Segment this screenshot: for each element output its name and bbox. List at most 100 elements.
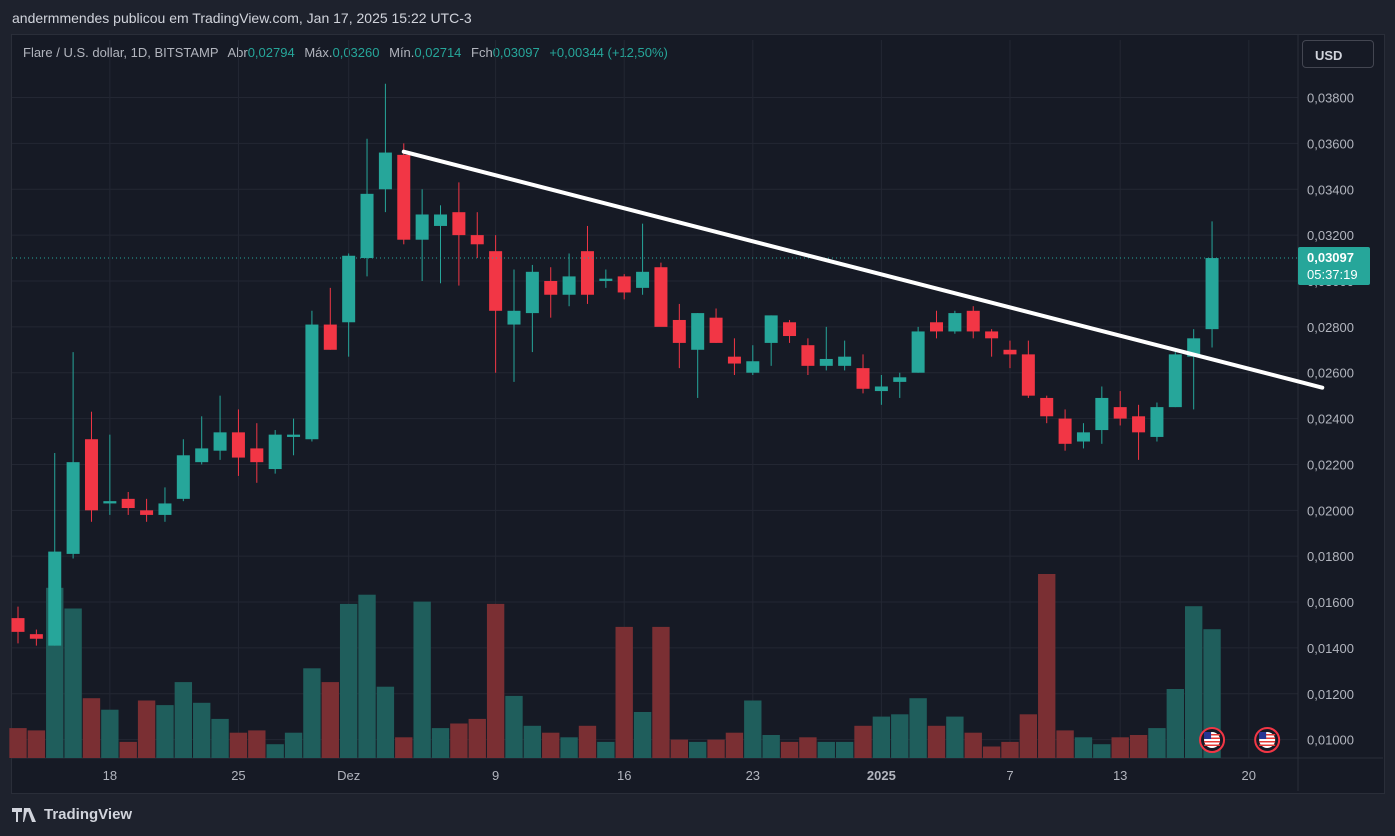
candle-body [103, 501, 117, 504]
time-axis-label: 23 [746, 768, 760, 783]
time-axis-label: 9 [492, 768, 499, 783]
candle-body [84, 439, 98, 511]
volume-bar [1093, 744, 1111, 758]
symbol-name[interactable]: Flare / U.S. dollar, 1D, BITSTAMP [23, 45, 219, 60]
candle-body [874, 386, 888, 392]
candle-body [1095, 397, 1109, 431]
price-axis-label: 0,02200 [1307, 457, 1354, 472]
candle-body [893, 377, 907, 382]
volume-bar [358, 594, 376, 758]
volume-bar [1111, 737, 1129, 758]
candle-body [599, 278, 613, 281]
volume-bar [1203, 629, 1221, 758]
volume-bar [9, 728, 27, 758]
volume-bar [689, 741, 707, 758]
flag-stripe [1259, 741, 1276, 743]
price-axis-label: 0,01800 [1307, 549, 1354, 564]
candle-body [507, 310, 521, 325]
candle-body [195, 448, 209, 463]
volume-bar [64, 608, 82, 758]
volume-bar [211, 718, 229, 758]
volume-bar [744, 700, 762, 758]
volume-bar [523, 725, 542, 758]
volume-bar [982, 746, 1001, 758]
candle-body [11, 618, 25, 632]
candle-body [176, 455, 190, 499]
volume-bar [82, 698, 101, 758]
candle-body [140, 510, 154, 515]
volume-bar [468, 718, 486, 758]
candle-body [489, 251, 503, 311]
price-axis-label: 0,03600 [1307, 136, 1354, 151]
candle-body [213, 432, 227, 451]
candle-body [287, 434, 301, 437]
candle-body [397, 154, 411, 240]
volume-bar [707, 739, 725, 758]
currency-button[interactable]: USD [1302, 40, 1374, 68]
flag-stripe [1204, 741, 1221, 743]
price-axis-label: 0,01000 [1307, 733, 1354, 748]
volume-bar [137, 700, 156, 758]
low-value: 0,02714 [414, 45, 462, 60]
volume-bar [1074, 737, 1093, 758]
volume-bar [597, 741, 615, 758]
candle-body [525, 271, 539, 314]
price-axis-label: 0,03400 [1307, 182, 1354, 197]
publisher-line: andermmendes publicou em TradingView.com… [12, 10, 472, 26]
candle-body [930, 322, 943, 332]
candle-body [1168, 354, 1182, 408]
volume-bar [156, 705, 174, 758]
volume-bar [780, 741, 799, 758]
candle-body [672, 319, 686, 343]
price-axis-label: 0,02000 [1307, 503, 1354, 518]
close-label: Fch [471, 45, 493, 60]
price-axis-label: 0,03200 [1307, 228, 1354, 243]
candle-body [691, 313, 705, 350]
flag-canton [1259, 732, 1267, 739]
candle-body [66, 462, 80, 554]
volume-bar [1038, 574, 1056, 758]
open-value: 0,02794 [247, 45, 295, 60]
candle-body [121, 498, 135, 509]
flag-stripe [1204, 744, 1221, 746]
candle-body [709, 317, 723, 343]
candle-body [342, 255, 356, 323]
candle-body [360, 193, 374, 259]
price-axis-label: 0,02800 [1307, 320, 1354, 335]
volume-bar [486, 603, 505, 758]
price-axis-label: 0,01200 [1307, 687, 1354, 702]
candle-body [452, 212, 466, 236]
candle-body [654, 267, 668, 327]
candle-body [746, 361, 760, 373]
candle-body [856, 368, 870, 389]
volume-bar [174, 682, 193, 758]
time-axis-label: 7 [1006, 768, 1013, 783]
time-axis-label: 18 [103, 768, 117, 783]
candle-body [985, 331, 999, 339]
candle-body [1076, 432, 1090, 442]
candle-body [783, 322, 797, 337]
candle-body [1021, 354, 1035, 396]
price-axis-label: 0,03800 [1307, 91, 1354, 106]
candle-body [966, 310, 980, 332]
candle-body [764, 315, 778, 343]
candle-body [801, 345, 815, 366]
flag-stripe [1259, 737, 1276, 739]
volume-bar [1019, 714, 1038, 758]
candle-body [434, 214, 448, 226]
candle-body [268, 434, 282, 470]
time-axis-label: 20 [1242, 768, 1256, 783]
candle-body [544, 280, 558, 295]
volume-bar [891, 714, 909, 758]
symbol-header: Flare / U.S. dollar, 1D, BITSTAMP Abr0,0… [23, 45, 668, 60]
candle-body [470, 235, 484, 245]
price-axis-label: 0,01400 [1307, 641, 1354, 656]
volume-bar [946, 716, 964, 758]
tradingview-brand[interactable]: TradingView [12, 806, 132, 823]
candle-body [29, 634, 43, 639]
flag-stripe [1204, 734, 1221, 736]
volume-bar [835, 741, 854, 758]
volume-bar [193, 702, 211, 758]
candle-body [1132, 416, 1146, 433]
